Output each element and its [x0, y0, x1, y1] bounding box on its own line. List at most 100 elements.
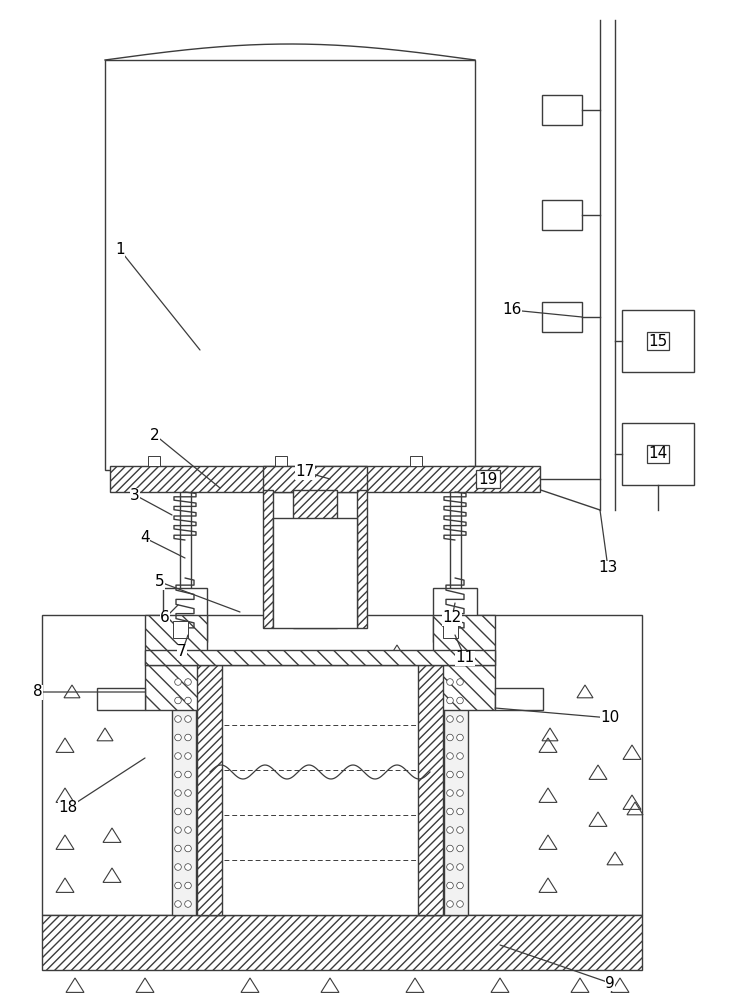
- Circle shape: [185, 716, 191, 722]
- Circle shape: [457, 734, 463, 741]
- Text: 14: 14: [648, 446, 668, 462]
- Circle shape: [185, 901, 191, 907]
- Bar: [275, 456, 287, 466]
- Circle shape: [447, 845, 453, 852]
- Text: 7: 7: [177, 645, 187, 660]
- Text: 18: 18: [58, 800, 77, 816]
- Text: 10: 10: [600, 710, 620, 726]
- Bar: [197, 665, 443, 915]
- Bar: [42, 915, 642, 970]
- Circle shape: [185, 771, 191, 778]
- Circle shape: [447, 808, 453, 815]
- Circle shape: [447, 734, 453, 741]
- Text: 11: 11: [455, 650, 475, 666]
- Circle shape: [457, 679, 463, 685]
- Circle shape: [174, 734, 181, 741]
- Circle shape: [457, 845, 463, 852]
- Bar: [293, 490, 337, 628]
- Circle shape: [185, 697, 191, 704]
- Bar: [263, 466, 367, 492]
- Text: 2: 2: [150, 428, 160, 442]
- Bar: [542, 302, 582, 332]
- Text: 9: 9: [605, 976, 615, 990]
- Bar: [418, 665, 443, 915]
- Bar: [495, 688, 543, 710]
- Text: 5: 5: [155, 574, 165, 589]
- Circle shape: [185, 864, 191, 870]
- Circle shape: [174, 753, 181, 759]
- Circle shape: [447, 716, 453, 722]
- Circle shape: [457, 753, 463, 759]
- Bar: [542, 95, 582, 125]
- Circle shape: [185, 679, 191, 685]
- Circle shape: [185, 753, 191, 759]
- Bar: [263, 490, 273, 628]
- Bar: [622, 423, 694, 485]
- Circle shape: [447, 882, 453, 889]
- Circle shape: [457, 790, 463, 796]
- Circle shape: [447, 771, 453, 778]
- Text: 1: 1: [115, 242, 125, 257]
- Circle shape: [457, 827, 463, 833]
- Bar: [42, 615, 642, 915]
- Bar: [197, 665, 222, 915]
- Text: 15: 15: [648, 334, 668, 349]
- Circle shape: [174, 771, 181, 778]
- Text: 17: 17: [295, 464, 314, 480]
- Text: 8: 8: [34, 684, 42, 700]
- Circle shape: [447, 753, 453, 759]
- Bar: [433, 665, 495, 710]
- Bar: [433, 615, 495, 665]
- Circle shape: [174, 845, 181, 852]
- Text: 19: 19: [478, 472, 498, 487]
- Circle shape: [174, 808, 181, 815]
- Circle shape: [174, 882, 181, 889]
- Circle shape: [447, 790, 453, 796]
- Bar: [542, 200, 582, 230]
- Circle shape: [174, 864, 181, 870]
- Circle shape: [174, 697, 181, 704]
- Text: 6: 6: [160, 610, 170, 626]
- Text: 12: 12: [443, 610, 462, 626]
- Bar: [145, 665, 207, 710]
- Bar: [622, 310, 694, 372]
- Bar: [145, 615, 207, 665]
- Circle shape: [185, 827, 191, 833]
- Circle shape: [457, 808, 463, 815]
- Bar: [145, 650, 495, 665]
- Text: 4: 4: [140, 530, 150, 546]
- Circle shape: [185, 790, 191, 796]
- Bar: [105, 60, 475, 470]
- Circle shape: [174, 901, 181, 907]
- Bar: [410, 456, 422, 466]
- Circle shape: [174, 716, 181, 722]
- Bar: [444, 665, 468, 915]
- Text: 13: 13: [598, 560, 618, 576]
- Circle shape: [174, 827, 181, 833]
- Bar: [468, 466, 508, 492]
- Circle shape: [447, 679, 453, 685]
- Bar: [449, 490, 460, 700]
- Bar: [148, 456, 160, 466]
- Bar: [163, 588, 207, 642]
- Circle shape: [457, 901, 463, 907]
- Circle shape: [457, 864, 463, 870]
- Bar: [173, 621, 188, 638]
- Bar: [357, 490, 367, 628]
- Circle shape: [185, 882, 191, 889]
- Circle shape: [457, 716, 463, 722]
- Bar: [180, 490, 191, 700]
- Text: 3: 3: [130, 488, 140, 502]
- Circle shape: [174, 790, 181, 796]
- Bar: [273, 518, 357, 628]
- Circle shape: [447, 827, 453, 833]
- Bar: [433, 588, 477, 642]
- Circle shape: [185, 808, 191, 815]
- Circle shape: [185, 734, 191, 741]
- Circle shape: [457, 697, 463, 704]
- Bar: [110, 466, 540, 492]
- Circle shape: [457, 771, 463, 778]
- Text: 16: 16: [502, 302, 522, 318]
- Circle shape: [185, 845, 191, 852]
- Circle shape: [457, 882, 463, 889]
